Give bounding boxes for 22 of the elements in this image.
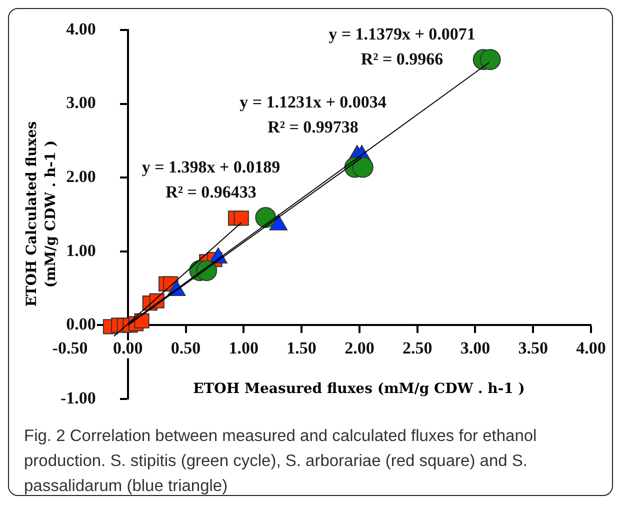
x-tick-label: 1.50 (286, 338, 316, 358)
y-tick-label: 4.00 (66, 19, 96, 38)
y-axis-title: ETOH Calculated fluxes (mM/g CDW . h-1 ) (23, 121, 60, 307)
x-tick-label: 3.50 (518, 338, 548, 358)
x-tick-label: 4.00 (576, 338, 606, 358)
y-tick-label: 2.00 (66, 166, 96, 186)
x-tick-label: 1.00 (228, 338, 259, 358)
x-axis-title: ETOH Measured fluxes (mM/g CDW . h-1 ) (192, 381, 526, 397)
x-tick-label: 2.50 (402, 338, 432, 358)
annotation: y = 1.398x + 0.0189 R² = 0.96433 (142, 157, 280, 202)
annotation: y = 1.1231x + 0.0034 R² = 0.99738 (240, 92, 387, 136)
x-tick-label: -0.50 (52, 338, 88, 358)
annotation: y = 1.1379x + 0.0071 R² = 0.9966 (328, 24, 476, 68)
y-tick-label: 0.00 (66, 314, 96, 334)
y-tick-label: -1.00 (60, 388, 96, 408)
x-tick-label: 2.00 (344, 338, 374, 358)
y-tick-label: 3.00 (66, 93, 96, 112)
x-tick-label: 0.00 (113, 338, 143, 358)
x-tick-label: 3.00 (460, 338, 490, 358)
x-tick-label: 0.50 (170, 338, 201, 358)
y-tick-label: 1.00 (66, 240, 96, 260)
caption: Fig. 2 Correlation between measured and calculated fluxes for ethanol production. S. stipitis (green cycle), S. arborariae (red square) and S. passalidarum (blue triangle) (24, 426, 538, 497)
